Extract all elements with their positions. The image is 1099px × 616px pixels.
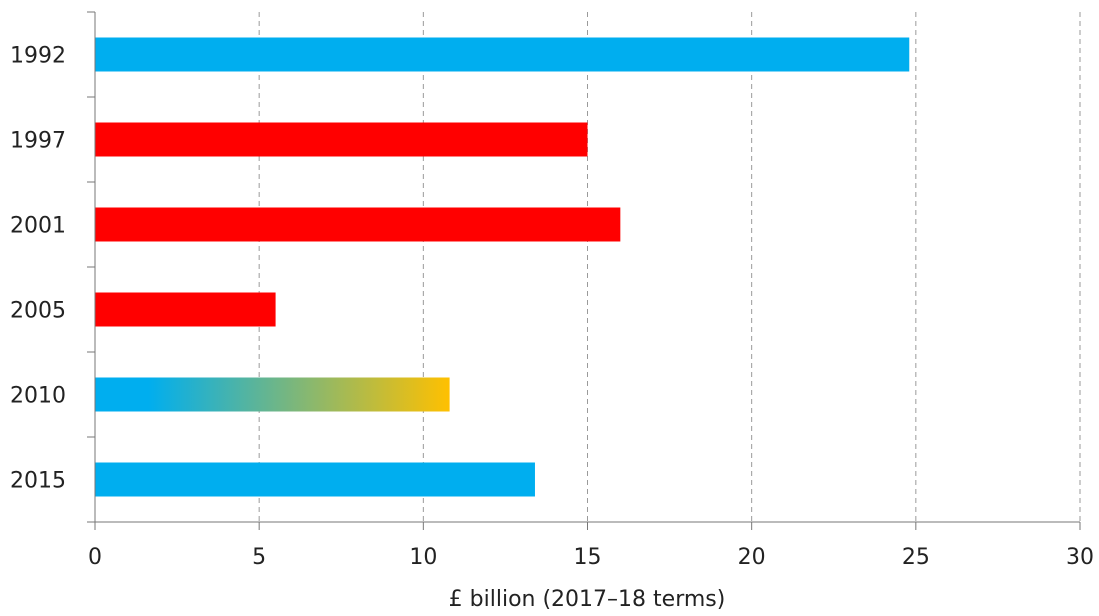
bar-2005 xyxy=(95,292,276,327)
y-category-label: 1992 xyxy=(10,44,66,69)
y-category-label: 2001 xyxy=(10,214,66,239)
bar-2015 xyxy=(95,462,535,497)
y-category-label: 1997 xyxy=(10,129,66,154)
x-tick-label: 30 xyxy=(1066,545,1094,570)
bar-2010 xyxy=(95,377,450,412)
y-category-label: 2005 xyxy=(10,299,66,324)
tick-labels: 0 5 10 15 20 25 30 1992 1997 2001 2005 2010 2015 xyxy=(10,44,1094,571)
y-category-label: 2015 xyxy=(10,469,66,494)
bar-2001 xyxy=(95,207,621,242)
axes xyxy=(87,11,1081,530)
x-tick-label: 15 xyxy=(574,545,602,570)
x-tick-label: 10 xyxy=(409,545,437,570)
x-axis-title: £ billion (2017–18 terms) xyxy=(449,587,726,612)
bar-1992 xyxy=(95,37,910,72)
y-category-label: 2010 xyxy=(10,384,66,409)
bars xyxy=(95,37,910,497)
gridlines xyxy=(258,12,1081,522)
x-tick-label: 25 xyxy=(902,545,930,570)
x-tick-label: 5 xyxy=(252,545,266,570)
x-tick-label: 20 xyxy=(738,545,766,570)
bar-1997 xyxy=(95,122,588,157)
x-tick-label: 0 xyxy=(88,545,102,570)
